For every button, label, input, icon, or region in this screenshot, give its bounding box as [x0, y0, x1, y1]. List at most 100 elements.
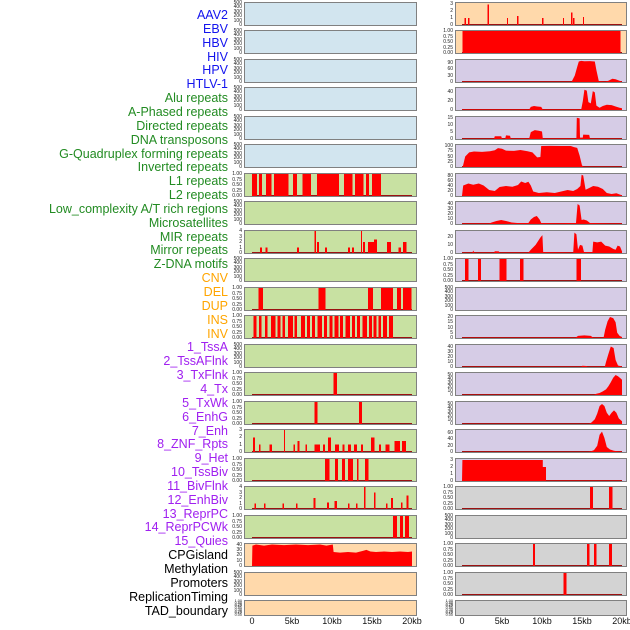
y-axis-tick-label: 0.00: [232, 335, 242, 341]
y-axis-tick-label: 300: [233, 264, 242, 271]
y-axis-tick-label: 500: [233, 57, 242, 63]
track-data-plot: [462, 288, 622, 310]
track-data-plot: [462, 117, 622, 139]
y-axis-tick-label: 400: [233, 118, 242, 124]
y-axis-tick-label: 0.50: [232, 182, 242, 188]
y-axis-tick-label: 10: [447, 241, 453, 248]
y-axis-tick-label: 20: [447, 413, 453, 419]
track-data-plot: [252, 231, 412, 253]
y-axis-tick-label: 0.25: [443, 44, 453, 50]
y-axis-tick-label: 2: [239, 434, 242, 440]
y-axis-tick-label: 0.75: [443, 261, 453, 267]
y-axis-tick-label: 200: [444, 298, 453, 304]
track-data-plot: [252, 60, 412, 82]
track-plot: [455, 429, 627, 453]
track-plot: [455, 372, 627, 396]
y-axis-tick-label: 2: [239, 239, 242, 245]
y-axis-tick-label: 200: [233, 70, 242, 76]
y-axis-tick-label: 5: [450, 129, 453, 135]
y-axis-tick-label: 0.25: [445, 609, 453, 614]
y-axis-tick-label: 3: [239, 427, 242, 433]
track-plot: [244, 230, 417, 254]
y-axis-ticks: 0 10 20 30 40: [219, 541, 242, 568]
y-axis-tick-label: 0: [239, 449, 242, 455]
track-data-plot: [462, 4, 622, 25]
track-label: 1_TssA: [187, 340, 228, 354]
y-axis-ticks: 0.00 0.12 0.25 0.38 0.50 0.62 0.75 0.88 1.00: [430, 599, 453, 617]
y-axis-tick-label: 0.50: [445, 605, 453, 610]
track-plot: [455, 543, 627, 567]
track-data-plot: [462, 317, 622, 338]
y-axis-tick-label: 30: [447, 380, 453, 386]
track-plot: [244, 201, 417, 225]
y-axis-tick-label: 0: [450, 335, 453, 341]
y-axis-tick-label: 0.50: [443, 39, 453, 45]
y-axis-tick-label: 1.00: [443, 541, 453, 547]
y-axis-tick-label: 0.25: [234, 609, 242, 614]
y-axis-tick-label: 1.00: [443, 484, 453, 490]
track-data-plot: [462, 31, 622, 53]
y-axis-tick-label: 100: [444, 302, 453, 309]
track-label: 13_ReprPC: [162, 507, 228, 521]
y-axis-tick-label: 0.50: [232, 296, 242, 302]
y-axis-tick-label: 100: [233, 45, 242, 52]
y-axis-tick-label: 40: [236, 541, 242, 548]
track-data-plot: [462, 403, 622, 424]
y-axis-tick-label: 300: [444, 521, 453, 528]
x-axis-tick-label: 15kb: [572, 616, 592, 626]
track-data-plot: [252, 601, 412, 615]
y-axis-tick-label: 300: [233, 207, 242, 214]
y-axis-tick-label: 0: [450, 193, 453, 199]
track-plot: [244, 401, 417, 425]
track-data-plot: [252, 145, 412, 167]
track-plot: [244, 429, 417, 453]
y-axis-tick-label: 0.25: [443, 557, 453, 563]
y-axis-tick-label: 1.00: [232, 285, 242, 291]
y-axis-tick-label: 0.75: [443, 33, 453, 39]
y-axis-tick-label: 40: [447, 183, 453, 189]
track-plot: [455, 144, 627, 168]
track-data-plot: [252, 174, 412, 196]
y-axis-tick-label: 400: [233, 574, 242, 580]
y-axis-tick-label: 0: [450, 478, 453, 484]
y-axis-tick-label: 90: [447, 59, 453, 66]
y-axis-ticks: 0.00 0.25 0.50 0.75 1.00: [219, 313, 242, 341]
y-axis-tick-label: 0.25: [232, 301, 242, 307]
y-axis-ticks: 0 10 20: [430, 230, 453, 255]
y-axis-tick-label: 20: [447, 442, 453, 449]
y-axis-tick-label: 0.38: [445, 607, 453, 612]
y-axis-tick-label: 100: [233, 587, 242, 594]
y-axis-ticks: 0.00 0.25 0.50 0.75 1.00: [219, 513, 242, 540]
y-axis-ticks: 0 100 200 300 400 500: [219, 342, 242, 369]
y-axis-tick-label: 100: [233, 131, 242, 138]
x-axis-tick-label: 10kb: [532, 616, 552, 626]
track-plot: [455, 344, 627, 368]
y-axis-tick-label: 0: [450, 392, 453, 398]
y-axis-tick-label: 0.00: [232, 193, 242, 199]
y-axis-ticks: 0.00 0.25 0.50 0.75 1.00: [430, 484, 453, 511]
y-axis-ticks: 0 100 200 300 400 500: [219, 114, 242, 141]
track-plot: [455, 230, 627, 254]
y-axis-tick-label: 200: [233, 355, 242, 361]
y-axis-tick-label: 0.62: [445, 604, 453, 609]
y-axis-tick-label: 60: [447, 430, 453, 436]
y-axis-tick-label: 4: [239, 228, 242, 234]
y-axis-tick-label: 0.25: [232, 472, 242, 478]
track-plot: [455, 600, 627, 616]
track-plot: [244, 600, 417, 616]
track-label: INS: [207, 313, 228, 327]
track-data-plot: [252, 459, 412, 481]
track-label: 4_Tx: [200, 382, 228, 396]
y-axis-tick-label: 0.50: [443, 581, 453, 587]
y-axis-tick-label: 0: [450, 107, 453, 113]
y-axis-tick-label: 0: [239, 50, 242, 56]
y-axis-tick-label: 50: [447, 372, 453, 378]
y-axis-tick-label: 0: [239, 278, 242, 284]
y-axis-tick-label: 0: [239, 79, 242, 85]
track-label: 10_TssBiv: [171, 465, 228, 479]
track-label: DEL: [203, 285, 228, 299]
track-label: 12_EnhBiv: [167, 493, 228, 507]
track-plot: [244, 572, 417, 596]
track-data-plot: [462, 145, 622, 167]
